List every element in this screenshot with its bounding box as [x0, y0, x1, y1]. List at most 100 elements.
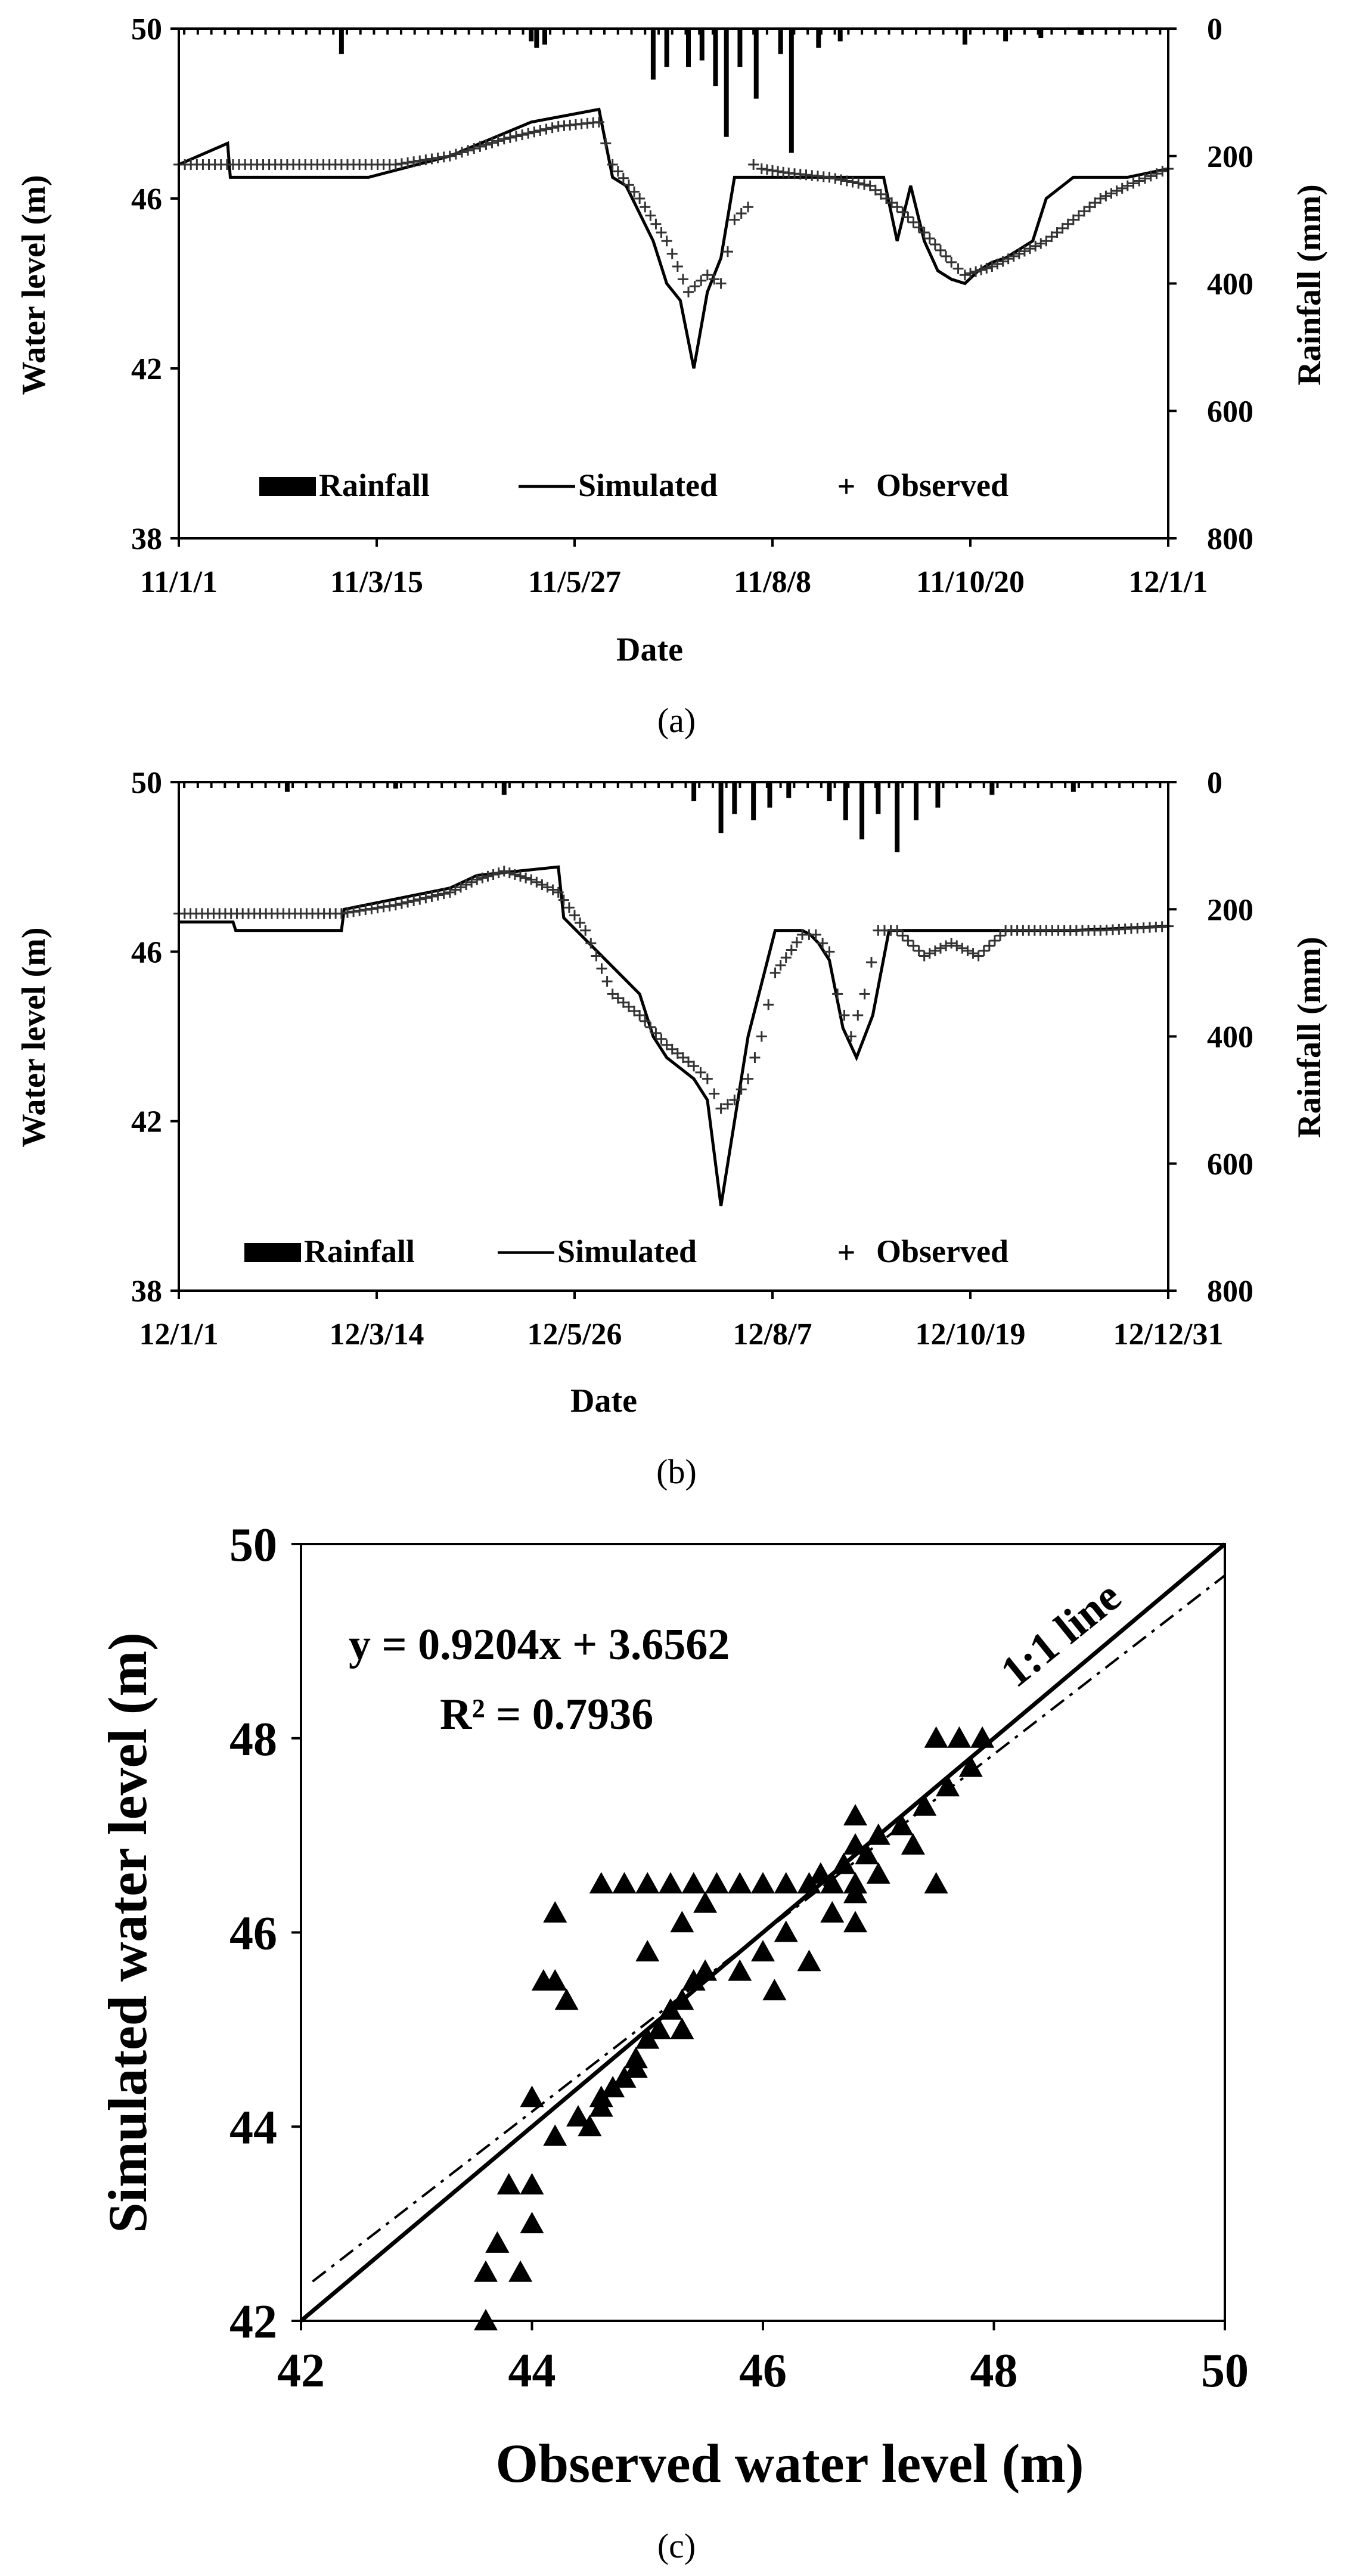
pb-y2-tick-label: 400 — [1207, 1021, 1253, 1055]
pa-observed-point — [997, 256, 1008, 267]
pa-observed-point — [1013, 248, 1025, 259]
panel-c-y-tick-label: 42 — [229, 2296, 277, 2348]
panel-b-label: (b) — [656, 1452, 697, 1491]
panel-c-scatter-point — [496, 2172, 521, 2194]
pa-observed-point — [1106, 188, 1117, 199]
pb-observed-point — [348, 906, 359, 917]
pa-rainfall-bar — [534, 29, 539, 48]
pb-observed-point — [736, 1084, 747, 1095]
pa-observed-point — [426, 153, 437, 165]
pa-observed-point — [607, 159, 618, 170]
panel-c-scatter-point — [970, 1726, 995, 1748]
panel-c-equation: y = 0.9204x + 3.6562 — [349, 1620, 730, 1669]
pb-y2-tick-label: 800 — [1207, 1275, 1253, 1309]
pb-observed-point — [897, 930, 908, 941]
pb-observed-point — [601, 976, 613, 987]
pb-observed-point — [575, 917, 586, 928]
pb-observed-point — [482, 870, 494, 882]
pb-observed-point — [520, 872, 532, 884]
pa-observed-point — [946, 256, 957, 268]
pb-rainfall-bar — [718, 782, 724, 833]
pa-observed-point — [468, 143, 480, 154]
pa-observed-point — [702, 269, 713, 281]
pb-observed-point — [775, 960, 786, 971]
panel-c-scatter-point — [659, 1998, 682, 2020]
panel-b-y2-axis-label: Rainfall (mm) — [1291, 937, 1328, 1138]
pb-observed-point — [390, 900, 401, 911]
panel-c-r-squared: R² = 0.7936 — [440, 1690, 653, 1739]
panel-a-x-axis-label: Date — [616, 631, 683, 668]
pa-observed-point — [1008, 250, 1019, 262]
pa-observed-point — [504, 132, 516, 143]
panel-a-legend-rainfall-swatch — [259, 477, 316, 496]
pb-observed-point — [408, 895, 420, 907]
pb-observed-point — [536, 879, 548, 891]
panel-c-scatter-point — [728, 1872, 752, 1894]
pa-observed-point — [683, 286, 694, 297]
panel-a-chart: 38 42 46 50 0 200 400 600 800 11/1/1 11/3/15 11/5… — [15, 13, 1328, 740]
panel-a-y-axis-label: Water level (m) — [15, 175, 52, 395]
pb-observed-point — [580, 925, 591, 936]
pa-observed-point — [438, 151, 449, 163]
panel-c-y-tick-label: 46 — [229, 1908, 277, 1960]
pa-observed-point — [965, 268, 976, 279]
pa-observed-point — [645, 210, 656, 221]
pa-observed-point — [402, 157, 414, 168]
pb-observed-point — [780, 952, 792, 963]
pa-observed-point — [510, 131, 522, 142]
pa-observed-point — [986, 261, 998, 272]
pa-rainfall-bar — [778, 29, 783, 54]
panel-c-scatter-point — [474, 2309, 498, 2330]
pa-rainfall-bar — [542, 29, 547, 45]
panel-b-y-ticks: 38 42 46 50 — [131, 766, 179, 1309]
pb-observed-point — [902, 935, 914, 946]
pb-observed-point — [839, 1009, 850, 1021]
pa-observed-point — [722, 246, 733, 258]
pa-observed-point — [981, 262, 992, 274]
panel-b-y-axis-label: Water level (m) — [15, 927, 52, 1147]
panel-b-legend-rainfall-swatch — [244, 1243, 301, 1262]
panel-c-scatter-point — [797, 1949, 821, 1971]
pa-x-tick-label: 11/5/27 — [528, 565, 621, 599]
pb-observed-point — [455, 882, 466, 893]
pa-y2-tick-label: 0 — [1207, 13, 1222, 47]
pa-observed-point — [908, 216, 919, 228]
pa-observed-point — [1067, 214, 1079, 225]
pb-observed-point — [824, 946, 835, 957]
pa-observed-point — [1079, 206, 1090, 217]
pa-observed-point — [523, 128, 534, 139]
pb-observed-point — [702, 1073, 713, 1084]
pa-rainfall-bar — [650, 29, 656, 80]
panel-a-rainfall-bars — [183, 29, 1162, 153]
panel-c-scatter-point — [820, 1872, 845, 1894]
pa-observed-point — [432, 152, 443, 163]
pb-y-tick-label: 50 — [131, 766, 162, 800]
pa-rainfall-bar — [816, 29, 821, 48]
pb-observed-point — [866, 957, 877, 968]
pb-observed-point — [645, 1021, 656, 1033]
pb-observed-point — [509, 869, 520, 880]
pb-observed-point — [913, 945, 924, 956]
pb-observed-point — [749, 1052, 761, 1064]
pa-rainfall-bar — [529, 29, 534, 42]
panel-c-x-axis-label: Observed water level (m) — [496, 2433, 1084, 2494]
pa-observed-point — [486, 137, 498, 148]
pa-rainfall-bar — [789, 29, 794, 153]
pa-observed-point — [881, 193, 892, 204]
panel-c-scatter-point — [958, 1755, 983, 1777]
pa-observed-point — [847, 176, 858, 188]
panel-c-scatter-point — [751, 1872, 775, 1894]
pa-observed-point — [835, 174, 846, 185]
pa-observed-point — [444, 150, 455, 162]
pb-observed-point — [967, 948, 979, 959]
pa-observed-point — [892, 202, 903, 213]
panel-a-legend: Rainfall Simulated + Observed — [259, 467, 1008, 504]
panel-b-observed-points — [173, 866, 1174, 1114]
panel-c-scatter-point — [797, 1872, 821, 1894]
pa-observed-point — [1145, 171, 1156, 182]
pa-rainfall-bar — [713, 29, 718, 86]
panel-c-scatter-point — [670, 1911, 694, 1933]
pb-observed-point — [951, 940, 963, 951]
pa-y-tick-label: 46 — [131, 182, 162, 216]
pa-observed-point — [535, 125, 546, 136]
